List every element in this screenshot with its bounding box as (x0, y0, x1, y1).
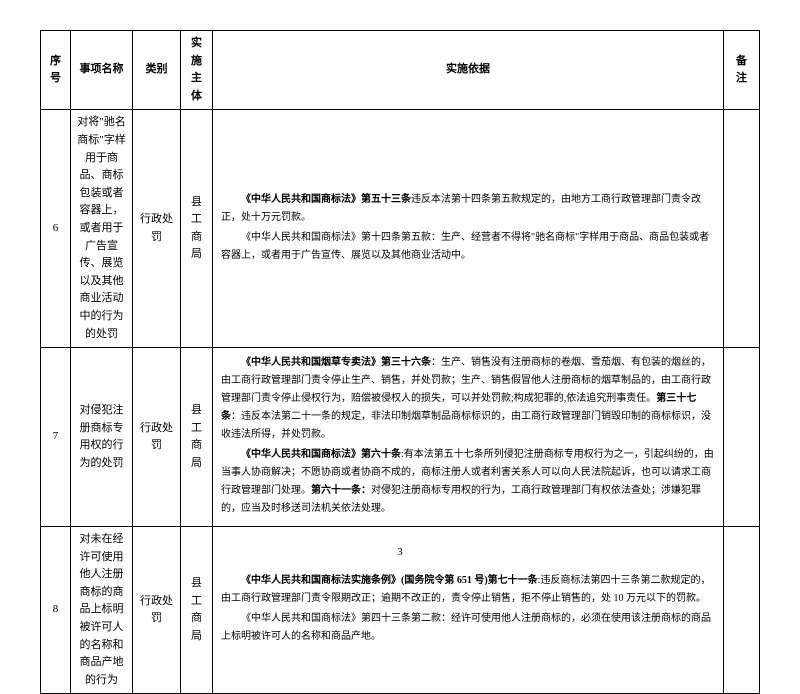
cell-type: 行政处罚 (133, 527, 181, 694)
cell-entity: 县工商局 (181, 527, 213, 694)
header-note: 备 注 (724, 31, 760, 110)
cell-seq: 6 (41, 110, 71, 348)
cell-basis: 《中华人民共和国烟草专卖法》第三十六条：生产、销售没有注册商标的卷烟、雪茄烟、有… (213, 348, 724, 527)
cell-basis: 《中华人民共和国商标法实施条例》(国务院令第 651 号)第七十一条:违反商标法… (213, 527, 724, 694)
cell-entity: 县工商局 (181, 348, 213, 527)
basis-bold: 《中华人民共和国烟草专卖法》第三十六条 (241, 357, 431, 368)
cell-name: 对侵犯注册商标专用权的行为的处罚 (71, 348, 133, 527)
regulation-table: 序号 事项名称 类别 实施主体 实施依据 备 注 6 对将"驰名商标"字样用于商… (40, 30, 760, 694)
header-basis: 实施依据 (213, 31, 724, 110)
cell-name: 对将"驰名商标"字样用于商品、商标包装或者容器上，或者用于广告宣传、展览以及其他… (71, 110, 133, 348)
page-number: 3 (397, 546, 403, 558)
cell-seq: 8 (41, 527, 71, 694)
basis-text: ：违反本法第二十一条的规定，非法印制烟草制品商标标识的，由工商行政管理部门销毁印… (221, 411, 711, 440)
cell-seq: 7 (41, 348, 71, 527)
header-entity: 实施主体 (181, 31, 213, 110)
header-row: 序号 事项名称 类别 实施主体 实施依据 备 注 (41, 31, 760, 110)
basis-text: 《中华人民共和国商标法》第十四条第五款：生产、经营者不得将"驰名商标"字样用于商… (221, 229, 715, 265)
basis-bold: 《中华人民共和国商标法实施条例》(国务院令第 651 号)第七十一条 (241, 575, 538, 586)
basis-text: 《中华人民共和国商标法》第四十三条第二款：经许可使用他人注册商标的，必须在使用该… (221, 610, 715, 646)
header-name: 事项名称 (71, 31, 133, 110)
cell-entity: 县工商局 (181, 110, 213, 348)
cell-type: 行政处罚 (133, 348, 181, 527)
basis-bold: 第六十一条： (311, 485, 371, 496)
cell-basis: 《中华人民共和国商标法》第五十三条违反本法第十四条第五款规定的，由地方工商行政管… (213, 110, 724, 348)
table-row: 7 对侵犯注册商标专用权的行为的处罚 行政处罚 县工商局 《中华人民共和国烟草专… (41, 348, 760, 527)
cell-note (724, 527, 760, 694)
cell-note (724, 348, 760, 527)
cell-note (724, 110, 760, 348)
header-seq: 序号 (41, 31, 71, 110)
header-type: 类别 (133, 31, 181, 110)
basis-bold: 《中华人民共和国商标法》第六十条 (241, 449, 401, 460)
table-row: 6 对将"驰名商标"字样用于商品、商标包装或者容器上，或者用于广告宣传、展览以及… (41, 110, 760, 348)
cell-type: 行政处罚 (133, 110, 181, 348)
cell-name: 对未在经许可使用他人注册商标的商品上标明被许可人的名称和商品产地的行为 (71, 527, 133, 694)
basis-bold: 《中华人民共和国商标法》第五十三条 (241, 194, 411, 205)
